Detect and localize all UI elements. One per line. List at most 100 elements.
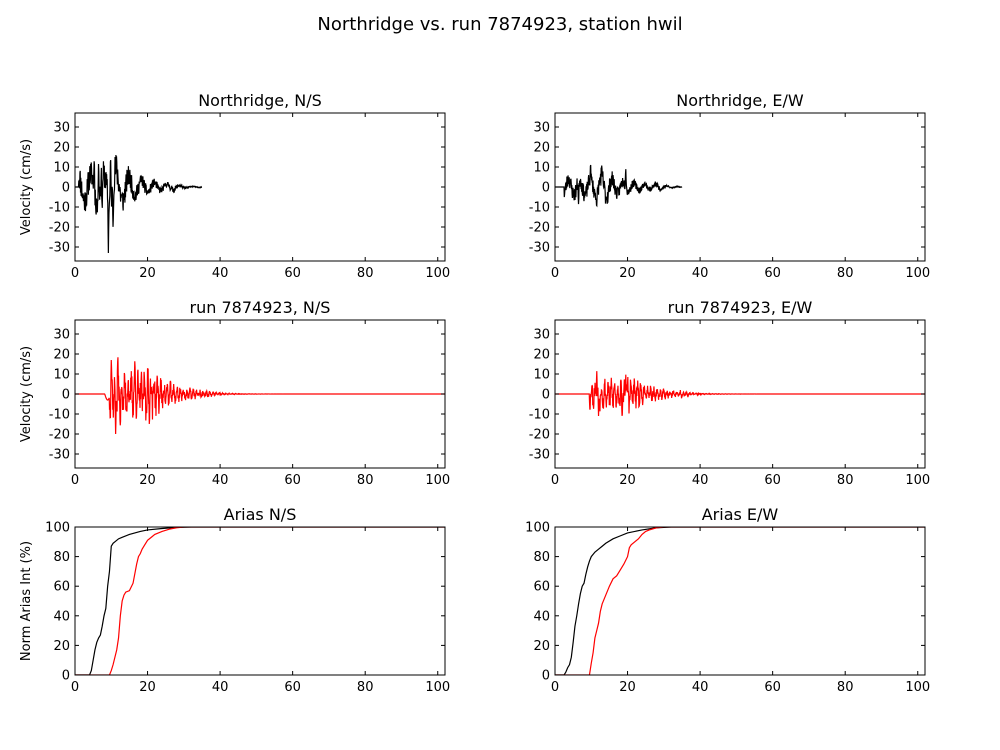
subplot-title: Northridge, E/W: [676, 91, 804, 110]
y-tick-label: 80: [533, 550, 550, 565]
series-line-simulated: [555, 527, 925, 675]
subplot-ns-sim: run 7874923, N/S0 20 40 60 80 1003020100-10-2…: [19, 298, 450, 488]
subplot-grid: Northridge, N/S0 20 40 60 80 1003020100-10-20…: [19, 91, 930, 695]
x-tick-label: 80: [357, 473, 374, 488]
y-tick-label: 0: [62, 669, 70, 684]
y-tick-label: 20: [533, 639, 550, 654]
x-tick-label: 100: [425, 473, 450, 488]
series-line-recorded: [555, 527, 925, 675]
x-tick-label: 80: [837, 473, 854, 488]
y-tick-label: 20: [53, 348, 70, 363]
x-tick-label: 60: [284, 266, 301, 281]
x-tick-label: 60: [284, 680, 301, 695]
y-tick-label: 30: [53, 121, 70, 136]
x-tick-label: 20: [139, 473, 156, 488]
subplot-ns-rec: Northridge, N/S0 20 40 60 80 1003020100-10-20…: [19, 91, 450, 281]
y-tick-label: 20: [533, 348, 550, 363]
subplot-ew-rec: Northridge, E/W0 20 40 60 80 1003020100-10-20…: [529, 91, 930, 281]
x-tick-label: 0: [71, 680, 79, 695]
x-tick-label: 0: [71, 266, 79, 281]
y-tick-label: 100: [525, 521, 550, 536]
y-tick-label: 30: [533, 121, 550, 136]
y-tick-label: 60: [533, 580, 550, 595]
x-tick-label: 60: [284, 473, 301, 488]
y-tick-label: 10: [53, 161, 70, 176]
series-line-simulated: [75, 357, 445, 435]
x-tick-label: 60: [764, 266, 781, 281]
y-tick-label: 0: [542, 388, 550, 403]
x-tick-label: 40: [692, 473, 709, 488]
y-tick-label: 60: [53, 580, 70, 595]
x-tick-label: 60: [764, 473, 781, 488]
subplot-title: Northridge, N/S: [198, 91, 322, 110]
y-tick-label: 10: [533, 368, 550, 383]
y-axis-label: Norm Arias Int (%): [19, 541, 34, 661]
y-tick-label: 20: [533, 141, 550, 156]
x-tick-label: 80: [837, 680, 854, 695]
y-tick-label: -30: [529, 241, 550, 256]
x-tick-label: 40: [212, 473, 229, 488]
y-tick-label: 10: [533, 161, 550, 176]
x-tick-label: 40: [692, 680, 709, 695]
x-tick-label: 100: [425, 266, 450, 281]
y-tick-label: 0: [542, 181, 550, 196]
y-tick-label: 30: [533, 328, 550, 343]
x-tick-label: 0: [551, 473, 559, 488]
y-tick-label: -10: [529, 201, 550, 216]
y-tick-label: -20: [49, 428, 70, 443]
y-tick-label: -10: [529, 408, 550, 423]
x-tick-label: 100: [905, 266, 930, 281]
series-line-simulated: [555, 371, 925, 417]
x-tick-label: 0: [551, 680, 559, 695]
y-tick-label: 0: [62, 181, 70, 196]
series-line-recorded: [555, 164, 683, 208]
y-tick-label: 10: [53, 368, 70, 383]
x-tick-label: 40: [692, 266, 709, 281]
plot-frame: [554, 526, 926, 676]
y-tick-label: 0: [62, 388, 70, 403]
plot-frame: [74, 526, 446, 676]
subplot-title: Arias N/S: [224, 505, 297, 524]
y-tick-label: -30: [49, 241, 70, 256]
x-tick-label: 40: [212, 680, 229, 695]
y-tick-label: 80: [53, 550, 70, 565]
y-tick-label: 40: [533, 609, 550, 624]
y-axis-label: Velocity (cm/s): [19, 346, 34, 442]
subplot-ew-arias: Arias E/W 0 20 40 60 80 100 100 80 60 40 20 0: [525, 505, 930, 695]
subplot-ns-arias: Arias N/S 0 20 40 60 80 100 100 80 60 40 20 0 Norm Ar…: [19, 505, 450, 695]
series-line-simulated: [75, 527, 445, 675]
y-tick-label: 30: [53, 328, 70, 343]
x-tick-label: 80: [837, 266, 854, 281]
subplot-ew-sim: run 7874923, E/W0 20 40 60 80 1003020100-10-2…: [529, 298, 930, 488]
x-tick-label: 100: [905, 680, 930, 695]
subplot-title: run 7874923, N/S: [190, 298, 331, 317]
x-tick-label: 40: [212, 266, 229, 281]
x-tick-label: 20: [619, 680, 636, 695]
y-tick-label: 40: [53, 609, 70, 624]
y-tick-label: 100: [45, 521, 70, 536]
x-tick-label: 0: [71, 473, 79, 488]
y-tick-label: -20: [49, 221, 70, 236]
subplot-title: Arias E/W: [702, 505, 779, 524]
subplot-title: run 7874923, E/W: [668, 298, 813, 317]
y-tick-label: -30: [529, 448, 550, 463]
y-tick-label: -20: [529, 428, 550, 443]
series-line-recorded: [75, 154, 203, 254]
x-tick-label: 20: [139, 680, 156, 695]
y-tick-label: 20: [53, 639, 70, 654]
x-tick-label: 80: [357, 680, 374, 695]
y-tick-label: 20: [53, 141, 70, 156]
y-tick-label: -30: [49, 448, 70, 463]
y-tick-label: 0: [542, 669, 550, 684]
x-tick-label: 20: [619, 473, 636, 488]
x-tick-label: 100: [425, 680, 450, 695]
x-tick-label: 80: [357, 266, 374, 281]
figure-title: Northridge vs. run 7874923, station hwil: [317, 14, 682, 35]
y-tick-label: -20: [529, 221, 550, 236]
x-tick-label: 20: [619, 266, 636, 281]
x-tick-label: 0: [551, 266, 559, 281]
y-tick-label: -10: [49, 408, 70, 423]
x-tick-label: 20: [139, 266, 156, 281]
